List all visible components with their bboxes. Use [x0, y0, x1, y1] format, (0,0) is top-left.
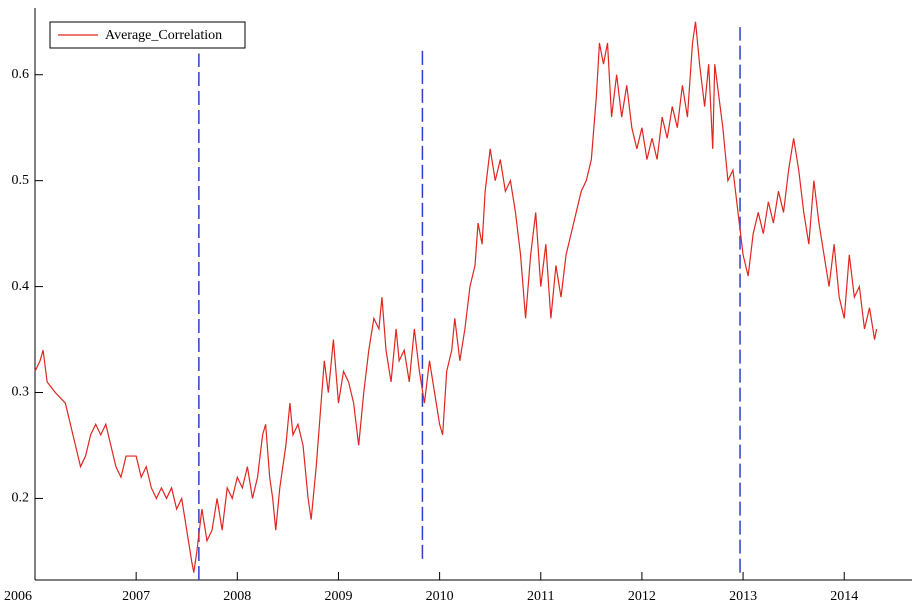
x-tick-label: 2006: [4, 589, 32, 604]
x-tick-label: 2012: [628, 589, 656, 604]
data-line: [34, 21, 878, 573]
y-tick-label: 0.3: [12, 385, 30, 400]
legend-label: Average_Correlation: [105, 28, 222, 43]
y-tick-label: 0.6: [12, 67, 30, 82]
legend-box: [49, 21, 246, 49]
y-tick-label: 0.4: [12, 279, 30, 294]
x-tick-label: 2007: [122, 589, 150, 604]
x-tick-label: 2014: [830, 589, 858, 604]
y-tick-label: 0.2: [12, 491, 30, 506]
x-tick-label: 2009: [324, 589, 352, 604]
y-tick-label: 0.5: [12, 173, 30, 188]
x-tick-label: 2010: [426, 589, 454, 604]
x-tick-label: 2013: [729, 589, 757, 604]
x-tick-label: 2011: [527, 589, 554, 604]
x-tick-label: 2008: [223, 589, 251, 604]
